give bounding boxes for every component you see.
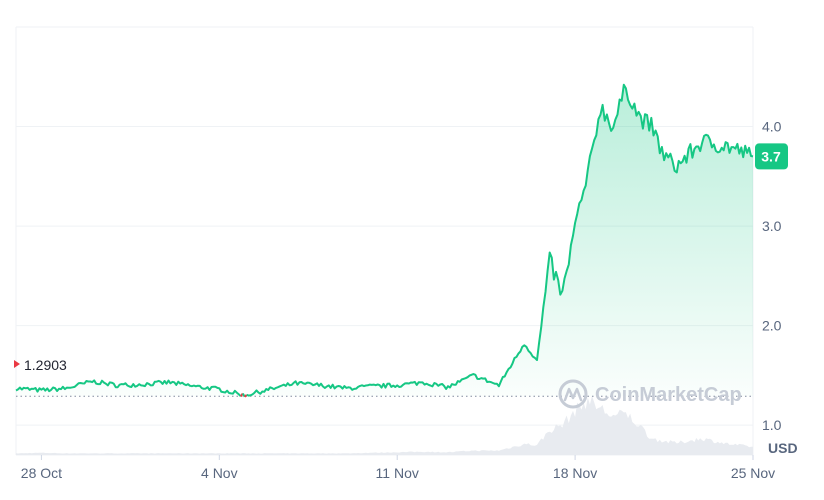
watermark-text: CoinMarketCap bbox=[595, 384, 742, 406]
current-price-label: 3.7 bbox=[761, 148, 781, 164]
x-tick-label: 11 Nov bbox=[376, 465, 419, 481]
open-price-arrow-icon bbox=[14, 360, 20, 368]
price-area-fill bbox=[16, 84, 753, 397]
x-tick-label: 4 Nov bbox=[201, 465, 238, 481]
open-price-label: 1.2903 bbox=[24, 357, 67, 373]
y-tick-label: 3.0 bbox=[762, 218, 782, 234]
current-price-badge: 3.7 bbox=[755, 143, 788, 170]
coinmarketcap-logo-icon bbox=[558, 379, 588, 409]
open-price-marker: 1.2903 bbox=[14, 357, 67, 373]
current-price-badge-bg bbox=[755, 143, 788, 170]
price-area-path bbox=[16, 84, 753, 397]
x-axis-ticks: 28 Oct 4 Nov 11 Nov 18 Nov 25 Nov bbox=[21, 455, 775, 481]
x-tick-label: 25 Nov bbox=[731, 465, 775, 481]
currency-unit-label: USD bbox=[768, 440, 798, 456]
y-tick-label: 4.0 bbox=[762, 119, 782, 135]
y-tick-label: 2.0 bbox=[762, 318, 782, 334]
price-line-segment bbox=[246, 83, 754, 397]
x-tick-label: 28 Oct bbox=[21, 465, 62, 481]
x-tick-label: 18 Nov bbox=[553, 465, 597, 481]
price-line-segment bbox=[15, 379, 242, 398]
price-line-layer bbox=[15, 83, 754, 398]
volume-area bbox=[16, 395, 753, 455]
coinmarketcap-watermark: CoinMarketCap bbox=[558, 379, 742, 409]
y-tick-label: 1.0 bbox=[762, 417, 782, 433]
price-line-segment bbox=[243, 394, 248, 398]
y-axis-ticks: 1.0 2.0 3.0 4.0 bbox=[762, 119, 782, 434]
volume-area-path bbox=[16, 395, 753, 455]
